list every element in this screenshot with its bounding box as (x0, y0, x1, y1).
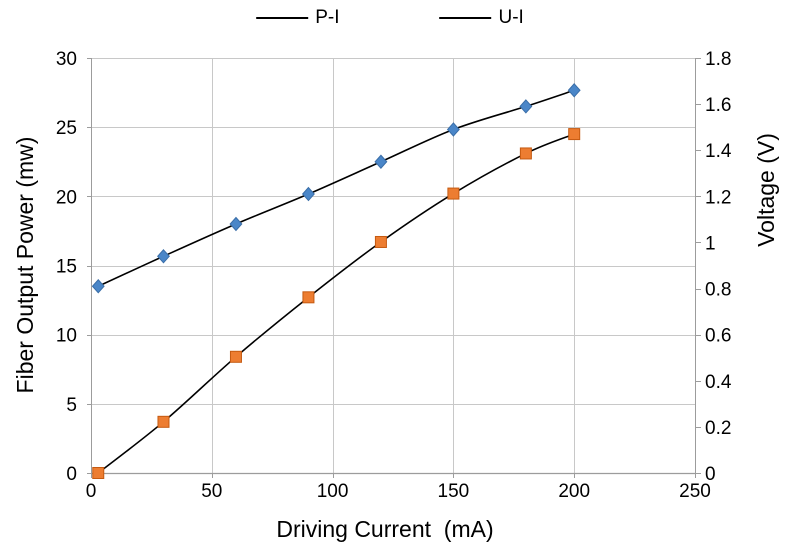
x-tick-label: 100 (317, 481, 349, 502)
y-right-tick-label: 1.4 (705, 141, 732, 162)
p-i-curve (97, 133, 575, 474)
p-i-marker (229, 350, 242, 363)
u-i-marker (567, 83, 581, 98)
y-right-tick-label: 0.2 (705, 418, 731, 439)
legend-label-ui: U-I (498, 7, 524, 28)
p-i-marker (447, 187, 460, 200)
p-i-marker (374, 235, 387, 248)
y-right-tick-label: 0.4 (705, 372, 732, 393)
p-i-marker (519, 147, 532, 160)
u-i-marker (301, 186, 315, 202)
u-i-marker (229, 216, 243, 232)
y-left-tick-label: 30 (56, 49, 77, 70)
x-tick-label: 0 (86, 481, 97, 502)
y-left-tick-label: 25 (56, 118, 77, 139)
y-left-tick-label: 20 (56, 187, 77, 208)
y-right-tick-label: 1.6 (705, 95, 731, 116)
pi-line-swatch (256, 16, 309, 19)
u-i-marker (91, 278, 105, 294)
x-tick-label: 150 (438, 481, 470, 502)
y-left-tick-label: 0 (66, 464, 77, 485)
y-right-tick-label: 0.6 (705, 326, 731, 347)
y-left-tick-label: 5 (66, 395, 77, 416)
x-tick-label: 200 (558, 481, 590, 502)
x-axis-title: Driving Current (mA) (276, 516, 494, 542)
u-i-curve (97, 89, 575, 287)
legend-item-pi: P-I (256, 8, 339, 27)
legend-label-pi: P-I (315, 7, 340, 28)
y-right-tick-label: 0 (705, 464, 716, 485)
x-tick-label: 50 (201, 481, 222, 502)
p-i-marker (157, 415, 170, 428)
ui-line-swatch (439, 16, 492, 19)
y-right-tick-label: 1 (705, 233, 716, 254)
p-i-marker (302, 291, 315, 304)
p-i-marker (92, 467, 105, 479)
y-left-tick-label: 10 (56, 326, 77, 347)
y-right-tick-label: 1.8 (705, 49, 731, 70)
y-right-tick-label: 1.2 (705, 187, 731, 208)
y-right-tick-label: 0.8 (705, 280, 731, 301)
u-i-marker (519, 99, 533, 114)
x-tick-label: 250 (679, 481, 711, 502)
u-i-marker (374, 154, 388, 170)
legend-item-ui: U-I (439, 7, 524, 28)
right-axis-title: Voltage (V) (753, 133, 779, 247)
p-i-marker (568, 128, 581, 141)
left-axis-title: Fiber Output Power (mw) (12, 136, 38, 394)
y-left-tick-label: 15 (56, 257, 77, 278)
u-i-marker (157, 249, 170, 264)
legend: P-I U-I (256, 8, 524, 27)
u-i-marker (446, 122, 460, 137)
